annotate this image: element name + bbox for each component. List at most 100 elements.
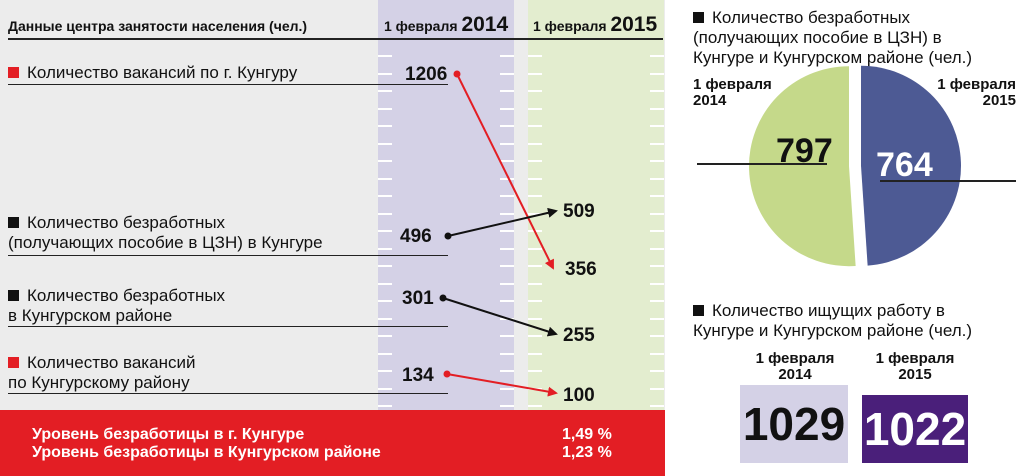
- row-label-vacancies-district: Количество вакансий по Кунгурскому район…: [8, 353, 195, 393]
- unemployment-city-label: Уровень безработицы в г. Кунгуре: [32, 426, 305, 443]
- column-2015-header-year: 2015: [610, 13, 658, 36]
- column-tick: [500, 352, 514, 355]
- red-square-icon: [8, 357, 19, 368]
- column-tick: [378, 142, 392, 145]
- column-tick: [378, 212, 392, 215]
- column-tick: [500, 55, 514, 57]
- column-tick: [650, 55, 664, 57]
- column-tick: [378, 387, 392, 390]
- value-2015-vacancies-district: 100: [563, 385, 595, 406]
- column-tick: [650, 282, 664, 285]
- column-tick: [500, 247, 514, 250]
- row-label-text: Количество вакансий: [27, 353, 196, 372]
- column-tick: [650, 177, 664, 180]
- column-tick: [500, 142, 514, 145]
- value-2014-vacancies-city: 1206: [405, 64, 448, 85]
- row-rule: [8, 255, 448, 256]
- seekers-title-line2: Кунгуре и Кунгурском районе (чел.): [693, 321, 973, 340]
- column-tick: [378, 125, 392, 127]
- column-tick: [500, 72, 514, 75]
- column-tick: [500, 90, 514, 92]
- row-label-text: Количество безработных: [27, 286, 226, 305]
- row-label-unemployed-district: Количество безработных в Кунгурском райо…: [8, 286, 225, 326]
- column-2014-background: [378, 0, 514, 410]
- column-2014-header: 1 февраля 2014: [384, 13, 508, 37]
- column-tick: [528, 195, 542, 197]
- value-2014-unemployed-city: 496: [400, 226, 432, 247]
- line-unemployed-district: [442, 297, 558, 337]
- column-tick: [528, 90, 542, 92]
- column-tick: [650, 352, 664, 355]
- column-tick: [528, 160, 542, 162]
- column-tick: [378, 405, 392, 407]
- column-tick: [378, 177, 392, 180]
- column-tick: [528, 247, 542, 250]
- seekers-title-line1: Количество ищущих работу в: [712, 301, 945, 320]
- column-tick: [650, 72, 664, 75]
- column-tick: [650, 370, 664, 372]
- column-tick: [500, 230, 514, 232]
- column-tick: [500, 300, 514, 302]
- pie-label-2014-line2: 2014: [693, 92, 727, 109]
- column-tick: [528, 370, 542, 372]
- column-tick: [378, 335, 392, 337]
- column-tick: [528, 335, 542, 337]
- unemployment-district-label: Уровень безработицы в Кунгурском районе: [32, 444, 381, 461]
- seekers-label-2014: 1 февраля 2014: [740, 351, 850, 383]
- column-tick: [528, 212, 542, 215]
- column-tick: [378, 107, 392, 110]
- seekers-box-2015: 1022: [862, 395, 968, 463]
- seekers-label-2014-line2: 2014: [778, 366, 812, 383]
- line-unemployed-city: [447, 207, 558, 237]
- column-tick: [650, 107, 664, 110]
- column-tick: [378, 282, 392, 285]
- unemployment-rate-panel: [0, 410, 665, 476]
- column-tick: [528, 72, 542, 75]
- red-square-icon: [8, 67, 19, 78]
- pie-label-2015-line2: 2015: [982, 92, 1016, 109]
- column-tick: [650, 160, 664, 162]
- pie-label-2015-line1: 1 февраля: [937, 76, 1016, 93]
- column-tick: [500, 125, 514, 127]
- column-tick: [528, 107, 542, 110]
- column-tick: [500, 107, 514, 110]
- seekers-label-2014-line1: 1 февраля: [755, 350, 835, 367]
- column-tick: [650, 195, 664, 197]
- column-tick: [650, 142, 664, 145]
- unemployment-city-value: 1,49 %: [562, 426, 612, 443]
- column-tick: [650, 335, 664, 337]
- slope-arrows: [439, 70, 558, 397]
- column-tick: [500, 282, 514, 285]
- column-tick: [378, 160, 392, 162]
- column-tick: [500, 370, 514, 372]
- row-label-text-2: (получающих пособие в ЦЗН) в Кунгуре: [8, 233, 323, 252]
- row-rule: [8, 84, 448, 85]
- column-2014-header-prefix: 1 февраля: [384, 18, 458, 34]
- pie-value-2015: 764: [876, 146, 933, 184]
- column-tick: [500, 335, 514, 337]
- value-2015-unemployed-district: 255: [563, 325, 595, 346]
- pie-pointer-2014: [697, 163, 827, 165]
- black-square-icon: [693, 305, 704, 316]
- header-rule: [8, 38, 663, 40]
- row-rule: [8, 326, 448, 327]
- black-square-icon: [693, 12, 704, 23]
- column-tick: [528, 125, 542, 127]
- column-tick: [650, 317, 664, 320]
- seekers-label-2015: 1 февраля 2015: [860, 351, 970, 383]
- column-tick: [378, 317, 392, 320]
- pie-label-2015: 1 февраля 2015: [928, 77, 1016, 109]
- column-tick: [378, 265, 392, 267]
- unemployment-district-value: 1,23 %: [562, 444, 612, 461]
- column-tick: [528, 142, 542, 145]
- column-tick: [528, 352, 542, 355]
- column-tick: [528, 177, 542, 180]
- pie-slice-2015: [860, 65, 961, 266]
- column-tick: [650, 405, 664, 407]
- arrow-vacancies-city: [453, 70, 554, 270]
- pie-title-line2: (получающих пособие в ЦЗН) в: [693, 28, 942, 47]
- column-tick: [650, 90, 664, 92]
- row-label-text-2: в Кунгурском районе: [8, 306, 173, 325]
- column-2015-header: 1 февраля 2015: [533, 13, 657, 37]
- column-tick: [528, 282, 542, 285]
